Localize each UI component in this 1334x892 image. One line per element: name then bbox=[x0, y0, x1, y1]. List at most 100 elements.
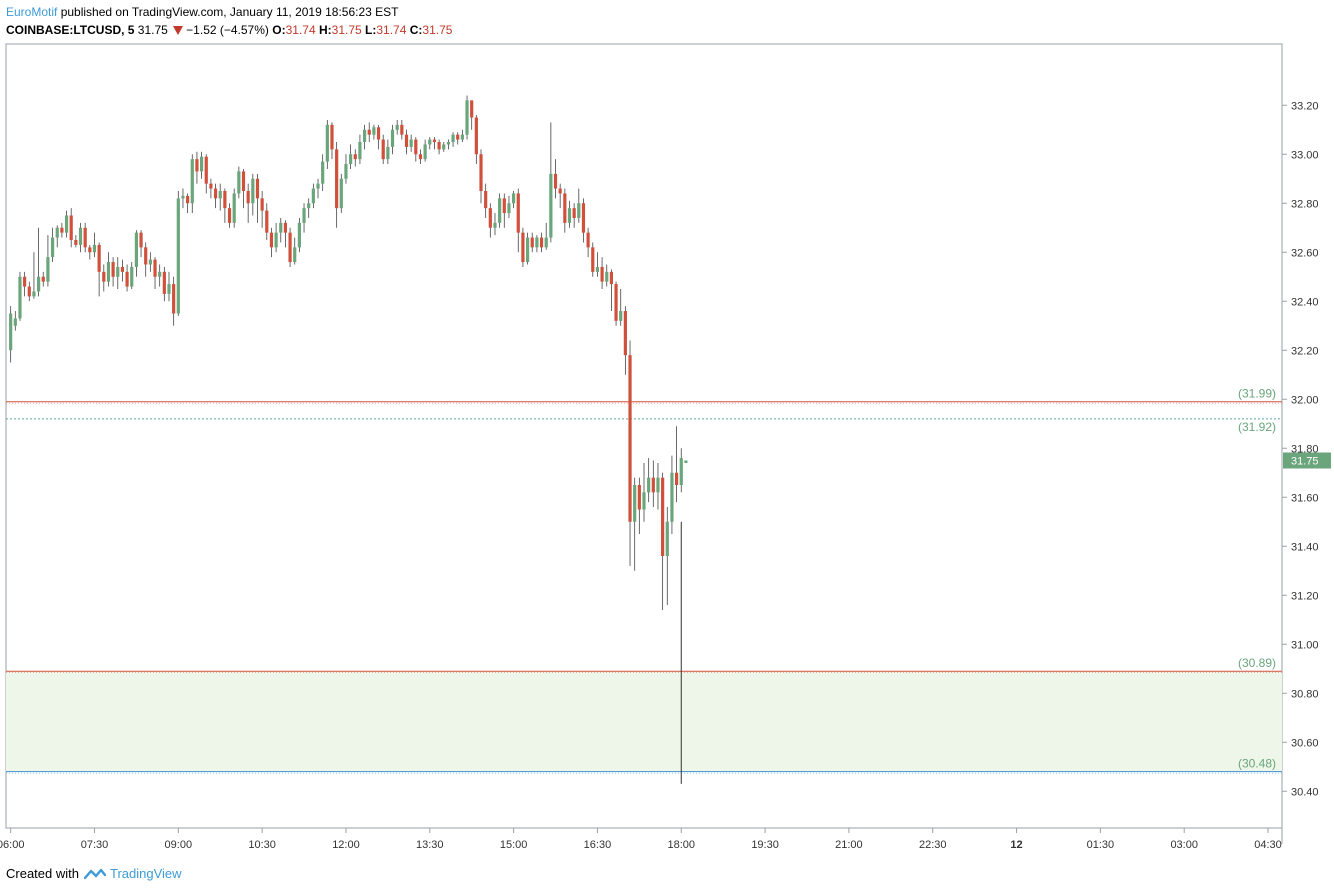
tradingview-link[interactable]: TradingView bbox=[109, 866, 182, 881]
author-link[interactable]: EuroMotif bbox=[6, 5, 58, 19]
candle-down bbox=[186, 195, 190, 204]
candle-up bbox=[451, 134, 455, 142]
candle-up bbox=[446, 142, 451, 145]
x-tick-label: 04:30 bbox=[1254, 839, 1282, 851]
candle-down bbox=[539, 237, 544, 248]
candle-up bbox=[544, 237, 548, 248]
candle-up bbox=[9, 313, 13, 351]
support-zone bbox=[6, 671, 1282, 772]
footer: Created with TradingView bbox=[6, 866, 182, 881]
candle-down bbox=[162, 271, 166, 294]
candle-up bbox=[386, 146, 390, 160]
candle-down bbox=[637, 485, 641, 510]
candle-up bbox=[237, 171, 241, 194]
candle-up bbox=[297, 222, 301, 248]
candle-up bbox=[148, 259, 152, 265]
candle-down bbox=[456, 134, 460, 140]
close-value: 31.75 bbox=[422, 23, 453, 37]
candle-down bbox=[153, 259, 157, 277]
high-label: H: bbox=[318, 23, 332, 37]
created-with-text: Created with bbox=[6, 866, 79, 881]
candle-down bbox=[516, 193, 520, 233]
candle-up bbox=[13, 318, 17, 326]
candle-up bbox=[423, 144, 427, 160]
candle-up bbox=[670, 472, 674, 522]
candle-down bbox=[74, 240, 78, 245]
y-tick-label: 33.00 bbox=[1291, 149, 1319, 161]
candle-up bbox=[321, 161, 325, 184]
candle-up bbox=[549, 173, 553, 238]
candle-up bbox=[92, 244, 97, 253]
candle-down bbox=[241, 171, 246, 191]
candle-down bbox=[553, 173, 558, 189]
x-tick-label: 15:00 bbox=[500, 839, 528, 851]
y-tick-label: 33.20 bbox=[1291, 100, 1319, 112]
candle-up bbox=[64, 215, 69, 233]
candle-up bbox=[18, 276, 22, 319]
candle-down bbox=[260, 198, 264, 211]
last-price-label: 31.75 bbox=[1291, 456, 1319, 468]
x-tick-label: 03:00 bbox=[1170, 839, 1198, 851]
candle-up bbox=[577, 203, 581, 218]
low-value: 31.74 bbox=[376, 23, 407, 37]
candle-up bbox=[279, 222, 283, 233]
candle-down bbox=[484, 191, 488, 209]
publication-line: EuroMotif published on TradingView.com, … bbox=[6, 5, 398, 19]
candle-down bbox=[172, 284, 176, 314]
candle-up bbox=[647, 477, 651, 493]
candle-up bbox=[605, 271, 609, 282]
candle-up bbox=[46, 257, 50, 282]
candle-down bbox=[609, 271, 614, 285]
candle-up bbox=[358, 142, 362, 160]
symbol-line: COINBASE:LTCUSD, 5 31.75 −1.52 (−4.57%) … bbox=[6, 23, 452, 37]
candle-down bbox=[269, 232, 274, 248]
x-tick-label: 12:00 bbox=[332, 839, 360, 851]
candle-down bbox=[330, 124, 334, 150]
candle-up bbox=[460, 134, 464, 140]
candle-down bbox=[195, 159, 199, 172]
candle-up bbox=[316, 183, 320, 189]
candle-down bbox=[572, 208, 576, 218]
candle-up bbox=[232, 193, 236, 223]
candle-down bbox=[367, 129, 371, 135]
open-label: O: bbox=[272, 23, 286, 37]
candle-up bbox=[50, 237, 55, 258]
candle-up bbox=[130, 266, 134, 287]
candle-up bbox=[684, 460, 688, 463]
candle-up bbox=[106, 262, 111, 282]
candle-up bbox=[116, 266, 120, 277]
candle-up bbox=[218, 191, 222, 199]
published-text: published on TradingView.com, January 11… bbox=[60, 5, 399, 19]
candle-up bbox=[428, 139, 432, 145]
candle-up bbox=[619, 311, 623, 321]
candle-up bbox=[525, 237, 530, 263]
level-label: (31.92) bbox=[1238, 420, 1276, 434]
candle-up bbox=[395, 124, 399, 130]
candle-down bbox=[255, 178, 260, 199]
candle-down bbox=[437, 142, 441, 150]
close-label: C: bbox=[409, 23, 423, 37]
x-tick-label: 19:30 bbox=[751, 839, 779, 851]
candle-down bbox=[120, 266, 125, 272]
candle-up bbox=[567, 208, 572, 223]
candle-down bbox=[479, 154, 483, 191]
y-tick-label: 31.60 bbox=[1291, 492, 1319, 504]
y-tick-label: 32.00 bbox=[1291, 394, 1319, 406]
y-tick-label: 30.60 bbox=[1291, 737, 1319, 749]
candle-up bbox=[36, 276, 41, 292]
y-tick-label: 32.60 bbox=[1291, 247, 1319, 259]
candle-down bbox=[288, 232, 292, 263]
candle-down bbox=[614, 284, 618, 321]
last-price-badge bbox=[1283, 452, 1331, 469]
y-tick-label: 31.20 bbox=[1291, 590, 1319, 602]
candle-down bbox=[102, 271, 106, 282]
symbol-label: COINBASE:LTCUSD, 5 bbox=[6, 23, 135, 37]
candle-up bbox=[293, 247, 297, 263]
candle-up bbox=[274, 232, 278, 248]
candle-down bbox=[600, 266, 604, 282]
candle-down bbox=[227, 208, 232, 223]
tradingview-logo-icon bbox=[83, 868, 106, 879]
x-tick-label: 12 bbox=[1010, 839, 1022, 851]
candle-down bbox=[41, 276, 45, 282]
